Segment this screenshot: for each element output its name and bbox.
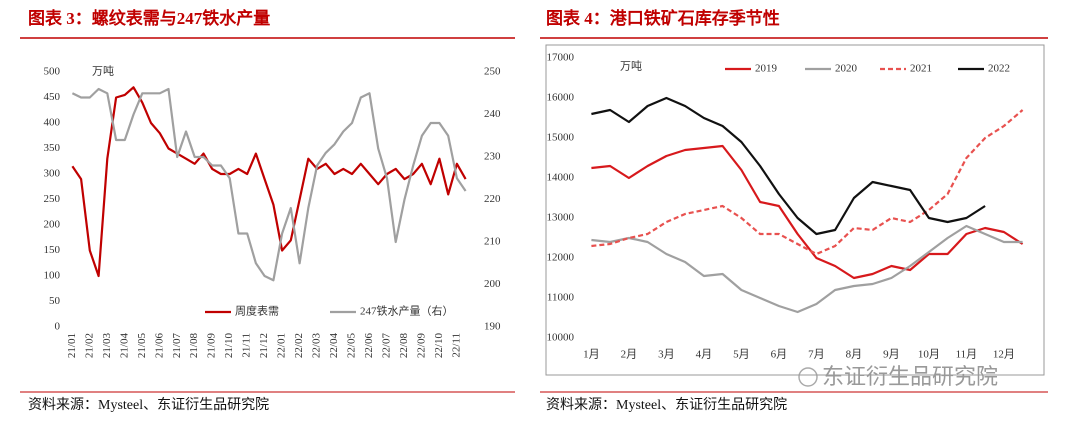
- y-tick-label: 450: [44, 91, 61, 103]
- series-line: [71, 86, 467, 278]
- y-tick-label: 500: [44, 66, 61, 78]
- x-tick-label: 22/10: [433, 333, 445, 359]
- y2-tick-label: 210: [484, 236, 501, 248]
- x-tick-label: 21/05: [136, 333, 148, 359]
- y-tick-label: 50: [49, 295, 61, 307]
- unit-label: 万吨: [92, 65, 114, 78]
- y-tick-label: 11000: [547, 292, 575, 304]
- series-line: [591, 96, 986, 236]
- x-tick-label: 21/11: [241, 333, 253, 358]
- y2-tick-label: 240: [484, 108, 501, 120]
- plot-frame: [545, 44, 1045, 376]
- x-tick-label: 21/12: [258, 333, 270, 358]
- y-tick-label: 17000: [547, 52, 575, 64]
- x-tick-label: 22/08: [398, 333, 410, 359]
- x-tick-label: 10月: [918, 349, 940, 361]
- legend-label: 2019: [755, 63, 778, 75]
- x-tick-label: 1月: [583, 349, 600, 361]
- x-tick-label: 21/09: [206, 333, 218, 359]
- chart-title: 图表 4：港口铁矿石库存季节性: [546, 8, 780, 28]
- x-tick-label: 7月: [808, 349, 825, 361]
- x-tick-label: 21/01: [66, 333, 78, 358]
- series-line: [591, 224, 1023, 314]
- y-tick-label: 100: [44, 270, 61, 282]
- x-tick-label: 21/06: [153, 333, 165, 359]
- x-tick-label: 22/05: [346, 333, 358, 359]
- unit-label: 万吨: [620, 60, 642, 73]
- source: 资料来源：Mysteel、东证衍生品研究院: [546, 397, 787, 413]
- y-tick-label: 200: [44, 219, 61, 231]
- y-tick-label: 350: [44, 142, 61, 154]
- x-tick-label: 21/03: [101, 333, 113, 359]
- y-tick-label: 10000: [547, 332, 575, 344]
- y2-tick-label: 200: [484, 278, 501, 290]
- y2-tick-label: 230: [484, 151, 501, 163]
- series-line: [591, 144, 1024, 280]
- x-tick-label: 6月: [771, 349, 788, 361]
- x-tick-label: 22/06: [363, 333, 375, 359]
- y-tick-label: 14000: [547, 172, 575, 184]
- x-tick-label: 22/03: [311, 333, 323, 359]
- y-tick-label: 150: [44, 244, 61, 256]
- x-tick-label: 3月: [658, 349, 675, 361]
- watermark-icon: [798, 367, 818, 387]
- y-tick-label: 0: [55, 321, 61, 333]
- x-tick-label: 11月: [956, 349, 978, 361]
- x-tick-label: 22/04: [328, 333, 340, 359]
- x-tick-label: 12月: [993, 349, 1015, 361]
- x-tick-label: 22/11: [450, 333, 462, 358]
- x-tick-label: 5月: [733, 349, 750, 361]
- y2-tick-label: 250: [484, 66, 501, 78]
- legend-label: 2021: [910, 63, 932, 75]
- y-tick-label: 12000: [547, 252, 575, 264]
- y-tick-label: 300: [44, 168, 61, 180]
- legend-label: 周度表需: [235, 304, 279, 318]
- y2-tick-label: 220: [484, 193, 501, 205]
- y-tick-label: 400: [44, 117, 61, 129]
- x-tick-label: 9月: [883, 349, 900, 361]
- y-tick-label: 16000: [547, 92, 575, 104]
- chart-title: 图表 3：螺纹表需与247铁水产量: [28, 8, 270, 28]
- x-tick-label: 21/10: [223, 333, 235, 359]
- x-tick-label: 21/02: [83, 333, 95, 358]
- legend-label: 247铁水产量（右）: [360, 304, 454, 318]
- source: 资料来源：Mysteel、东证衍生品研究院: [28, 397, 269, 413]
- x-tick-label: 21/04: [118, 333, 130, 359]
- x-tick-label: 22/07: [381, 333, 393, 359]
- y-tick-label: 13000: [547, 212, 575, 224]
- series-line: [71, 87, 467, 282]
- x-tick-label: 8月: [846, 349, 863, 361]
- x-tick-label: 21/08: [188, 333, 200, 359]
- x-tick-label: 2月: [621, 349, 638, 361]
- x-tick-label: 22/02: [293, 333, 305, 358]
- legend-label: 2022: [988, 63, 1010, 75]
- x-tick-label: 21/07: [171, 333, 183, 359]
- series-line: [591, 109, 1024, 256]
- x-tick-label: 22/09: [415, 333, 427, 359]
- y-tick-label: 15000: [547, 132, 575, 144]
- y-tick-label: 250: [44, 193, 61, 205]
- x-tick-label: 22/01: [276, 333, 288, 358]
- legend-label: 2020: [835, 63, 858, 75]
- x-tick-label: 4月: [696, 349, 713, 361]
- y2-tick-label: 190: [484, 321, 501, 333]
- watermark: 东证衍生品研究院: [822, 365, 998, 390]
